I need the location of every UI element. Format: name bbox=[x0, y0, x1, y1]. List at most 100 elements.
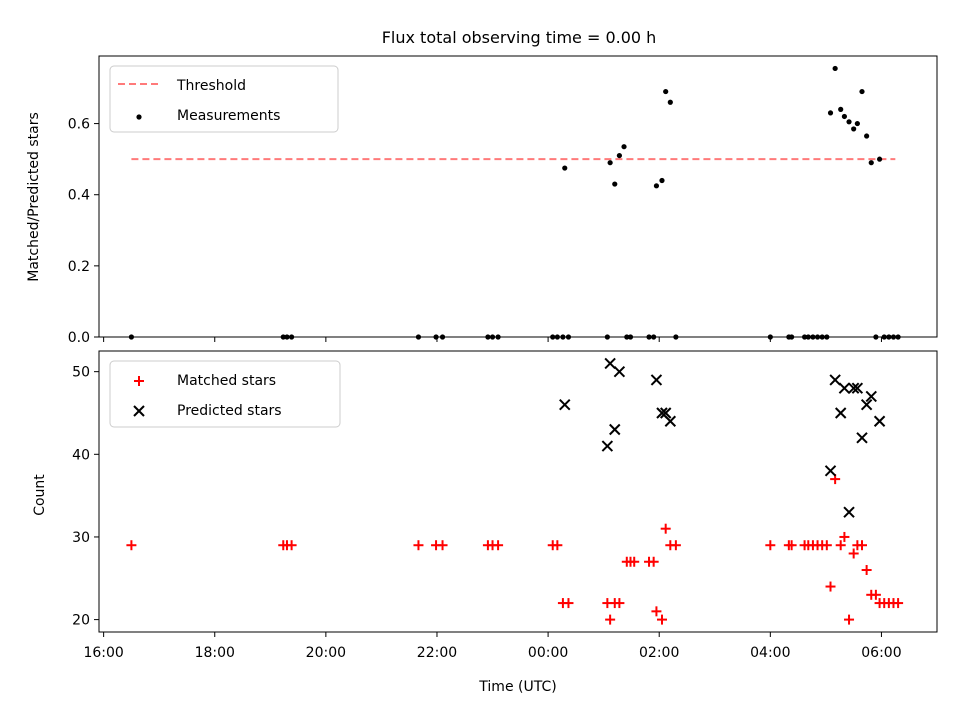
predicted-star-point bbox=[834, 407, 847, 419]
predicted-star-point bbox=[873, 415, 886, 427]
matched-star-point bbox=[670, 540, 681, 551]
predicted-star-point bbox=[829, 374, 841, 386]
matched-star-point bbox=[856, 540, 867, 551]
predicted-star-point bbox=[613, 365, 626, 378]
measurement-point bbox=[827, 110, 834, 116]
x-tick-label: 22:00 bbox=[417, 645, 457, 661]
measurement-point bbox=[876, 156, 883, 162]
count-plot-frame bbox=[98, 350, 938, 633]
count-y-tick-label: 30 bbox=[72, 530, 90, 546]
measurement-point bbox=[663, 88, 669, 95]
matched-star-point bbox=[614, 598, 625, 609]
matched-star-point bbox=[660, 523, 671, 534]
measurement-point bbox=[616, 152, 622, 159]
matched-star-point bbox=[835, 540, 846, 551]
measurement-point bbox=[841, 113, 848, 120]
measurement-point bbox=[864, 133, 870, 139]
ratio-y-tick-label: 0.0 bbox=[68, 330, 90, 346]
count-y-tick-label: 20 bbox=[72, 613, 90, 629]
x-tick-label: 20:00 bbox=[306, 645, 346, 661]
predicted-star-point bbox=[609, 423, 621, 436]
x-tick-label: 16:00 bbox=[83, 645, 123, 661]
x-tick-label: 06:00 bbox=[861, 645, 901, 661]
predicted-star-point bbox=[847, 382, 860, 394]
legend-measurements-swatch bbox=[136, 114, 142, 120]
measurement-point bbox=[607, 160, 613, 166]
measurement-point bbox=[851, 126, 857, 132]
legend-predicted-swatch bbox=[133, 405, 145, 417]
matched-star-point bbox=[839, 531, 850, 542]
predicted-star-point bbox=[843, 506, 855, 518]
measurement-point bbox=[832, 65, 838, 72]
x-tick-label: 02:00 bbox=[639, 645, 679, 661]
count-legend-box bbox=[109, 360, 341, 428]
legend-predicted-label: Predicted stars bbox=[177, 403, 282, 419]
measurement-point bbox=[653, 183, 660, 189]
count-panel: Count Time (UTC) 20 30 40 50 16:00 18:00 20:0… bbox=[32, 350, 938, 695]
matched-star-point bbox=[656, 614, 667, 625]
x-tick-label: 04:00 bbox=[750, 645, 790, 661]
matched-star-point bbox=[765, 540, 776, 551]
predicted-star-point bbox=[559, 399, 571, 411]
matched-star-point bbox=[870, 589, 881, 600]
predicted-star-point bbox=[659, 407, 672, 419]
predicted-star-point bbox=[601, 440, 614, 452]
matched-star-point bbox=[651, 606, 662, 617]
count-y-tick-label: 40 bbox=[72, 447, 90, 463]
chart-title: Flux total observing time = 0.00 h bbox=[382, 28, 657, 47]
measurement-point bbox=[621, 144, 627, 150]
matched-star-point bbox=[605, 614, 616, 625]
matched-star-point bbox=[821, 540, 832, 551]
measurement-point bbox=[667, 99, 673, 105]
measurement-point bbox=[612, 181, 618, 187]
matched-star-point bbox=[493, 540, 504, 551]
x-tick-label: 00:00 bbox=[528, 645, 568, 661]
x-tick-label: 18:00 bbox=[195, 645, 235, 661]
matched-star-point bbox=[848, 548, 859, 559]
measurement-point bbox=[659, 177, 665, 184]
matched-star-point bbox=[893, 598, 904, 609]
matched-star-point bbox=[552, 540, 563, 551]
ratio-legend-box bbox=[109, 65, 339, 133]
legend-matched-label: Matched stars bbox=[177, 373, 276, 389]
predicted-star-point bbox=[650, 374, 663, 386]
legend-measurements-label: Measurements bbox=[177, 108, 280, 124]
measurement-point bbox=[846, 119, 852, 125]
measurement-point bbox=[562, 165, 568, 171]
ratio-y-tick-label: 0.6 bbox=[68, 117, 90, 133]
ratio-y-axis-label: Matched/Predicted stars bbox=[26, 112, 42, 282]
count-y-tick-label: 50 bbox=[72, 365, 90, 381]
predicted-star-point bbox=[604, 357, 616, 370]
ratio-y-tick-label: 0.2 bbox=[68, 259, 90, 275]
ratio-panel: Flux total observing time = 0.00 h Match… bbox=[26, 28, 938, 346]
legend-threshold-label: Threshold bbox=[176, 78, 246, 94]
predicted-star-point bbox=[838, 382, 851, 394]
matched-star-point bbox=[825, 581, 836, 592]
matched-star-point bbox=[648, 556, 659, 567]
count-y-axis-label: Count bbox=[32, 474, 48, 516]
matched-star-point bbox=[629, 556, 640, 567]
matched-star-point bbox=[786, 540, 797, 551]
count-legend: Matched stars Predicted stars bbox=[109, 360, 341, 428]
measurement-point bbox=[868, 160, 874, 166]
matched-star-point bbox=[437, 540, 448, 551]
matched-star-point bbox=[126, 540, 137, 551]
ratio-y-tick-label: 0.4 bbox=[68, 188, 90, 204]
measurement-point bbox=[859, 88, 865, 95]
predicted-star-point bbox=[865, 390, 877, 403]
predicted-star-point bbox=[824, 465, 837, 477]
matched-star-point bbox=[563, 598, 574, 609]
predicted-star-point bbox=[856, 432, 868, 444]
predicted-star-point bbox=[851, 382, 864, 394]
matched-star-point bbox=[861, 565, 872, 576]
ratio-plot-frame bbox=[98, 55, 938, 338]
measurement-point bbox=[838, 106, 844, 112]
ratio-legend: Threshold Measurements bbox=[109, 65, 339, 133]
matched-star-point bbox=[413, 540, 424, 551]
x-axis-label: Time (UTC) bbox=[478, 679, 556, 695]
predicted-star-point bbox=[860, 399, 873, 411]
legend-matched-swatch bbox=[134, 376, 144, 386]
matched-star-point bbox=[844, 614, 855, 625]
matched-star-point bbox=[286, 540, 297, 551]
